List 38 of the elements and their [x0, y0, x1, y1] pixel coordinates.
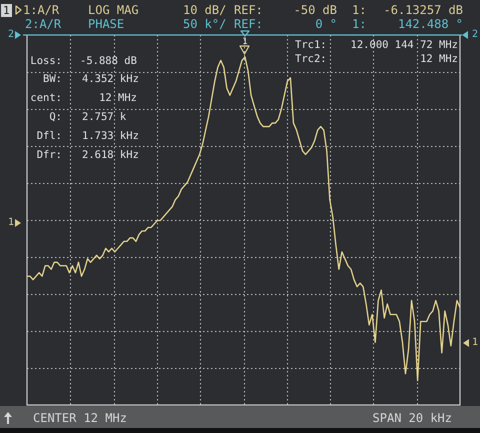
text: 1: [472, 337, 478, 348]
text: 1: [242, 36, 248, 46]
text: 1:: [352, 3, 366, 17]
text: -50 dB: [294, 3, 337, 17]
annotation: 4.352 kHz: [82, 72, 139, 85]
text: 1:: [352, 17, 366, 31]
text: 2: [472, 29, 478, 40]
text: 2:A/R: [25, 17, 62, 31]
text: 0 °: [315, 17, 337, 31]
text: REF:: [234, 17, 263, 31]
annotation: Dfl:: [36, 130, 62, 142]
annotation: Q:: [49, 110, 62, 123]
text: 12.000 144 72 MHz: [350, 38, 458, 51]
text: 50 k°/: [183, 17, 226, 31]
annotation: 2.757 k: [82, 110, 126, 123]
annotation: Loss:: [30, 54, 62, 67]
annotation: Trc2:: [295, 52, 327, 65]
annotation: cent:: [30, 92, 62, 104]
annotation: -5.888 dB: [80, 54, 137, 67]
text: 1:A/R: [23, 3, 60, 17]
annotation: Dfr:: [36, 148, 62, 161]
text: 142.488 °: [398, 17, 463, 31]
annotation: 12 MHz: [99, 92, 137, 104]
annotation: BW:: [43, 72, 62, 85]
text: 1: [8, 217, 14, 228]
text: 1: [1, 4, 12, 16]
annotation: 12 MHz: [420, 52, 458, 65]
text: CENTER 12 MHz: [33, 411, 127, 425]
text: -6.13257 dB: [384, 3, 463, 17]
text: PHASE: [88, 17, 124, 31]
text: SPAN 20 kHz: [372, 411, 452, 425]
text: Trc1:: [295, 38, 327, 51]
text: REF:: [234, 3, 263, 17]
text: 2: [8, 29, 14, 40]
annotation: 1.733 kHz: [82, 130, 139, 142]
text: 10 dB/: [183, 3, 226, 17]
annotation: 2.618 kHz: [82, 148, 139, 161]
text: LOG MAG: [88, 3, 139, 17]
